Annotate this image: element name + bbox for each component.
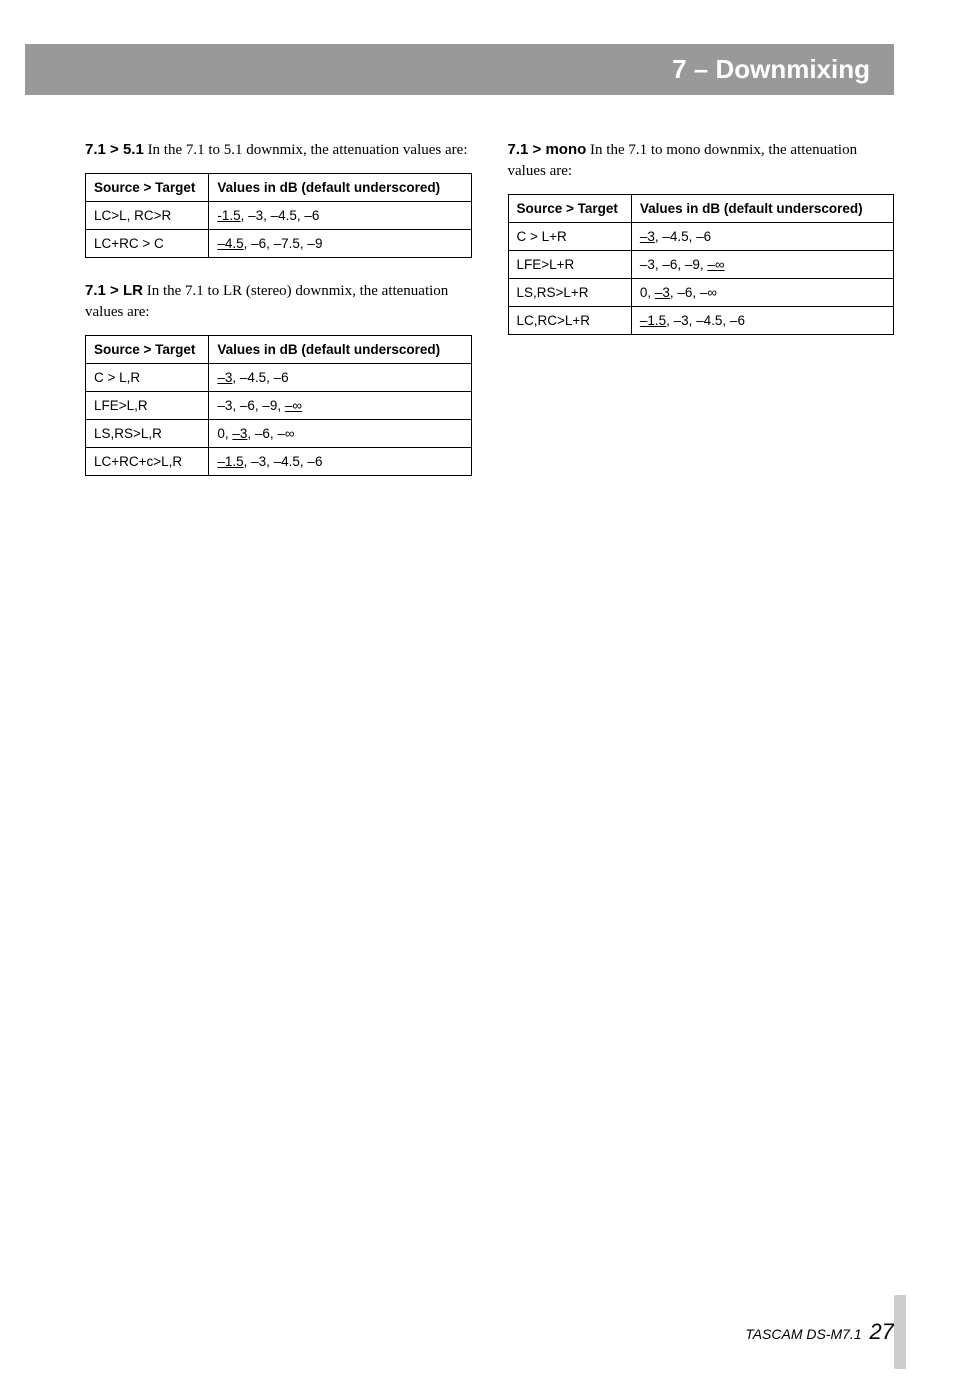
page-content: 7 – Downmixing 7.1 > 5.1 In the 7.1 to 5… bbox=[0, 44, 954, 498]
table-row: LFE>L+R–3, –6, –9, –∞ bbox=[508, 251, 894, 279]
section-lead: 7.1 > mono bbox=[508, 141, 587, 158]
cell-values: –3, –6, –9, –∞ bbox=[209, 392, 471, 420]
section-lead: 7.1 > LR bbox=[85, 282, 143, 299]
table-row: LFE>L,R–3, –6, –9, –∞ bbox=[86, 392, 472, 420]
page-footer: TASCAM DS-M7.1 27 bbox=[745, 1319, 894, 1345]
table-row: LC,RC>L+R–1.5, –3, –4.5, –6 bbox=[508, 307, 894, 335]
table-71-51: Source > Target Values in dB (default un… bbox=[85, 173, 472, 258]
table-71-lr: Source > Target Values in dB (default un… bbox=[85, 335, 472, 476]
cell-source-target: LC+RC > C bbox=[86, 230, 209, 258]
col-source-target: Source > Target bbox=[86, 336, 209, 364]
page-number: 27 bbox=[870, 1319, 894, 1344]
cell-source-target: LFE>L,R bbox=[86, 392, 209, 420]
cell-source-target: LC>L, RC>R bbox=[86, 202, 209, 230]
col-values: Values in dB (default underscored) bbox=[631, 195, 893, 223]
cell-source-target: LFE>L+R bbox=[508, 251, 631, 279]
table-header-row: Source > Target Values in dB (default un… bbox=[86, 336, 472, 364]
section-intro-71-lr: 7.1 > LR In the 7.1 to LR (stereo) downm… bbox=[85, 280, 472, 323]
table-row: LC+RC+c>L,R–1.5, –3, –4.5, –6 bbox=[86, 448, 472, 476]
left-column: 7.1 > 5.1 In the 7.1 to 5.1 downmix, the… bbox=[85, 139, 472, 498]
cell-values: –3, –6, –9, –∞ bbox=[631, 251, 893, 279]
cell-values: –3, –4.5, –6 bbox=[209, 364, 471, 392]
chapter-title: 7 – Downmixing bbox=[672, 54, 870, 84]
cell-source-target: LC+RC+c>L,R bbox=[86, 448, 209, 476]
cell-source-target: LS,RS>L+R bbox=[508, 279, 631, 307]
col-source-target: Source > Target bbox=[508, 195, 631, 223]
table-header-row: Source > Target Values in dB (default un… bbox=[508, 195, 894, 223]
table-row: LS,RS>L,R0, –3, –6, –∞ bbox=[86, 420, 472, 448]
table-71-mono: Source > Target Values in dB (default un… bbox=[508, 194, 895, 335]
cell-source-target: LC,RC>L+R bbox=[508, 307, 631, 335]
cell-source-target: LS,RS>L,R bbox=[86, 420, 209, 448]
cell-source-target: C > L,R bbox=[86, 364, 209, 392]
cell-values: –3, –4.5, –6 bbox=[631, 223, 893, 251]
table-row: LC>L, RC>R-1.5, –3, –4.5, –6 bbox=[86, 202, 472, 230]
section-lead: 7.1 > 5.1 bbox=[85, 141, 144, 158]
col-source-target: Source > Target bbox=[86, 174, 209, 202]
table-body: LC>L, RC>R-1.5, –3, –4.5, –6LC+RC > C–4.… bbox=[86, 202, 472, 258]
col-values: Values in dB (default underscored) bbox=[209, 174, 471, 202]
cell-values: –1.5, –3, –4.5, –6 bbox=[631, 307, 893, 335]
product-name: TASCAM DS-M7.1 bbox=[745, 1326, 861, 1342]
cell-values: –4.5, –6, –7.5, –9 bbox=[209, 230, 471, 258]
table-row: C > L,R–3, –4.5, –6 bbox=[86, 364, 472, 392]
section-intro-71-51: 7.1 > 5.1 In the 7.1 to 5.1 downmix, the… bbox=[85, 139, 472, 161]
side-tab-decoration bbox=[894, 1295, 906, 1369]
section-intro-71-mono: 7.1 > mono In the 7.1 to mono downmix, t… bbox=[508, 139, 895, 182]
table-row: C > L+R–3, –4.5, –6 bbox=[508, 223, 894, 251]
cell-values: 0, –3, –6, –∞ bbox=[209, 420, 471, 448]
chapter-header: 7 – Downmixing bbox=[25, 44, 894, 95]
two-column-layout: 7.1 > 5.1 In the 7.1 to 5.1 downmix, the… bbox=[85, 139, 894, 498]
cell-source-target: C > L+R bbox=[508, 223, 631, 251]
table-row: LS,RS>L+R0, –3, –6, –∞ bbox=[508, 279, 894, 307]
table-row: LC+RC > C–4.5, –6, –7.5, –9 bbox=[86, 230, 472, 258]
table-body: C > L,R–3, –4.5, –6LFE>L,R–3, –6, –9, –∞… bbox=[86, 364, 472, 476]
section-text: In the 7.1 to 5.1 downmix, the attenuati… bbox=[144, 142, 468, 158]
cell-values: –1.5, –3, –4.5, –6 bbox=[209, 448, 471, 476]
right-column: 7.1 > mono In the 7.1 to mono downmix, t… bbox=[508, 139, 895, 498]
table-header-row: Source > Target Values in dB (default un… bbox=[86, 174, 472, 202]
col-values: Values in dB (default underscored) bbox=[209, 336, 471, 364]
cell-values: 0, –3, –6, –∞ bbox=[631, 279, 893, 307]
cell-values: -1.5, –3, –4.5, –6 bbox=[209, 202, 471, 230]
table-body: C > L+R–3, –4.5, –6LFE>L+R–3, –6, –9, –∞… bbox=[508, 223, 894, 335]
